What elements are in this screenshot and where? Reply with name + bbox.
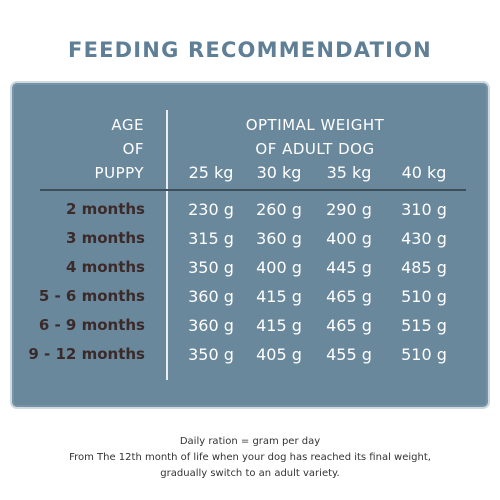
table-cell: 400 g xyxy=(326,229,372,248)
table-cell: 455 g xyxy=(326,345,372,364)
age-header-line-2: OF xyxy=(122,140,144,158)
weight-header-35kg: 35 kg xyxy=(326,163,372,182)
table-cell: 360 g xyxy=(188,316,234,335)
age-header-line-3: PUPPY xyxy=(94,164,144,182)
table-cell: 315 g xyxy=(188,229,234,248)
feeding-table-panel xyxy=(14,85,486,405)
table-row-age: 3 months xyxy=(65,229,145,247)
footer-line-1: Daily ration = gram per day xyxy=(179,436,321,447)
table-cell: 310 g xyxy=(401,200,447,219)
table-cell: 400 g xyxy=(256,258,302,277)
table-cell: 350 g xyxy=(188,258,234,277)
page-title: FEEDING RECOMMENDATION xyxy=(68,38,432,62)
column-divider xyxy=(166,110,168,380)
weight-header-30kg: 30 kg xyxy=(256,163,302,182)
table-cell: 510 g xyxy=(401,287,447,306)
table-cell: 230 g xyxy=(188,200,234,219)
table-cell: 350 g xyxy=(188,345,234,364)
table-cell: 415 g xyxy=(256,316,302,335)
table-row-age: 6 - 9 months xyxy=(38,316,145,334)
age-header-line-1: AGE xyxy=(111,116,144,134)
table-row-age: 9 - 12 months xyxy=(28,345,145,363)
table-cell: 445 g xyxy=(326,258,372,277)
table-row-age: 5 - 6 months xyxy=(38,287,145,305)
footer-line-2: From The 12th month of life when your do… xyxy=(69,452,431,463)
footer-line-3: gradually switch to an adult variety. xyxy=(160,468,340,479)
weight-header-line-2: OF ADULT DOG xyxy=(255,140,375,158)
weight-header-25kg: 25 kg xyxy=(188,163,234,182)
table-row-age: 2 months xyxy=(65,200,145,218)
weight-header-40kg: 40 kg xyxy=(401,163,447,182)
table-cell: 485 g xyxy=(401,258,447,277)
header-divider xyxy=(40,189,466,191)
table-cell: 465 g xyxy=(326,287,372,306)
table-cell: 260 g xyxy=(256,200,302,219)
weight-column-header: OPTIMAL WEIGHT OF ADULT DOG xyxy=(205,113,425,161)
table-row-age: 4 months xyxy=(65,258,145,276)
weight-header-line-1: OPTIMAL WEIGHT xyxy=(245,116,385,134)
table-cell: 290 g xyxy=(326,200,372,219)
table-cell: 360 g xyxy=(256,229,302,248)
table-cell: 430 g xyxy=(401,229,447,248)
table-cell: 515 g xyxy=(401,316,447,335)
table-cell: 360 g xyxy=(188,287,234,306)
table-cell: 415 g xyxy=(256,287,302,306)
age-column-header: AGE OF PUPPY xyxy=(60,113,144,185)
table-cell: 405 g xyxy=(256,345,302,364)
table-cell: 510 g xyxy=(401,345,447,364)
table-cell: 465 g xyxy=(326,316,372,335)
